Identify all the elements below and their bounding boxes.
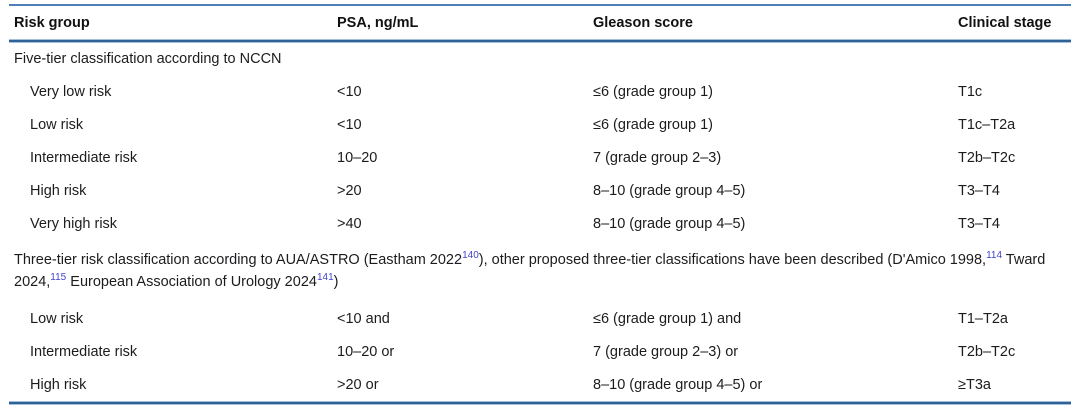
- risk-group-cell: Low risk: [30, 310, 84, 327]
- clinical-stage-cell: ≥T3a: [958, 376, 991, 393]
- column-header-risk-group: Risk group: [14, 14, 90, 31]
- gleason-score-cell: 8–10 (grade group 4–5): [593, 182, 746, 199]
- gleason-score-cell: 8–10 (grade group 4–5): [593, 215, 746, 232]
- section-title-text: Three-tier risk classification according…: [14, 252, 463, 268]
- table-row: High risk >20 or 8–10 (grade group 4–5) …: [9, 368, 1071, 401]
- psa-cell: 10–20 or: [337, 343, 395, 360]
- column-header-gleason-score: Gleason score: [593, 14, 693, 31]
- reference-number: 115: [50, 272, 67, 284]
- psa-cell: >20 or: [337, 376, 379, 393]
- section-title-text: ), other proposed three-tier classificat…: [478, 252, 987, 268]
- gleason-score-cell: ≤6 (grade group 1): [593, 116, 714, 133]
- table-row: Low risk <10 and ≤6 (grade group 1) and …: [9, 302, 1071, 335]
- risk-group-cell: High risk: [30, 376, 87, 393]
- risk-classification-table: Risk group PSA, ng/mL Gleason score Clin…: [9, 4, 1071, 405]
- section-title-text: Tward 2024,: [14, 252, 1046, 290]
- section-title-text: Five-tier classification according to NC…: [14, 51, 282, 67]
- risk-group-cell: Intermediate risk: [30, 343, 138, 360]
- section-title: Three-tier risk classification according…: [9, 240, 1071, 302]
- clinical-stage-cell: T1–T2a: [958, 310, 1008, 327]
- risk-group-cell: Low risk: [30, 116, 84, 133]
- table-bottom-rule: [9, 401, 1071, 405]
- reference-number: 141: [316, 272, 334, 284]
- table-header-rule: [9, 39, 1071, 43]
- table-row: High risk >20 8–10 (grade group 4–5) T3–…: [9, 174, 1071, 207]
- psa-cell: >40: [337, 215, 362, 232]
- risk-group-cell: Intermediate risk: [30, 149, 138, 166]
- section-title-text: European Association of Urology 2024: [66, 274, 317, 290]
- table-row: Intermediate risk 10–20 7 (grade group 2…: [9, 141, 1071, 174]
- clinical-stage-cell: T2b–T2c: [958, 343, 1016, 360]
- reference-number: 114: [986, 250, 1003, 262]
- gleason-score-cell: ≤6 (grade group 1) and: [593, 310, 742, 327]
- gleason-score-cell: ≤6 (grade group 1): [593, 83, 714, 100]
- risk-group-cell: Very low risk: [30, 83, 112, 100]
- psa-cell: 10–20: [337, 149, 378, 166]
- column-header-psa: PSA, ng/mL: [337, 14, 419, 31]
- table-header-row: Risk group PSA, ng/mL Gleason score Clin…: [9, 6, 1071, 39]
- psa-cell: <10: [337, 116, 362, 133]
- column-header-clinical-stage: Clinical stage: [958, 14, 1052, 31]
- psa-cell: <10 and: [337, 310, 390, 327]
- clinical-stage-cell: T1c: [958, 83, 983, 100]
- psa-cell: >20: [337, 182, 362, 199]
- table-top-rule: [9, 4, 1071, 6]
- gleason-score-cell: 7 (grade group 2–3): [593, 149, 722, 166]
- table-body: Five-tier classification according to NC…: [9, 43, 1071, 401]
- section-title-text: ): [333, 274, 339, 290]
- table-row: Very high risk >40 8–10 (grade group 4–5…: [9, 207, 1071, 240]
- table-row: Very low risk <10 ≤6 (grade group 1) T1c: [9, 75, 1071, 108]
- psa-cell: <10: [337, 83, 362, 100]
- gleason-score-cell: 7 (grade group 2–3) or: [593, 343, 739, 360]
- risk-group-cell: High risk: [30, 182, 87, 199]
- gleason-score-cell: 8–10 (grade group 4–5) or: [593, 376, 763, 393]
- risk-group-cell: Very high risk: [30, 215, 118, 232]
- table-row: Low risk <10 ≤6 (grade group 1) T1c–T2a: [9, 108, 1071, 141]
- table-row: Intermediate risk 10–20 or 7 (grade grou…: [9, 335, 1071, 368]
- clinical-stage-cell: T3–T4: [958, 182, 1000, 199]
- clinical-stage-cell: T1c–T2a: [958, 116, 1016, 133]
- section-title: Five-tier classification according to NC…: [9, 43, 1071, 75]
- clinical-stage-cell: T2b–T2c: [958, 149, 1016, 166]
- clinical-stage-cell: T3–T4: [958, 215, 1000, 232]
- reference-number: 140: [462, 250, 479, 262]
